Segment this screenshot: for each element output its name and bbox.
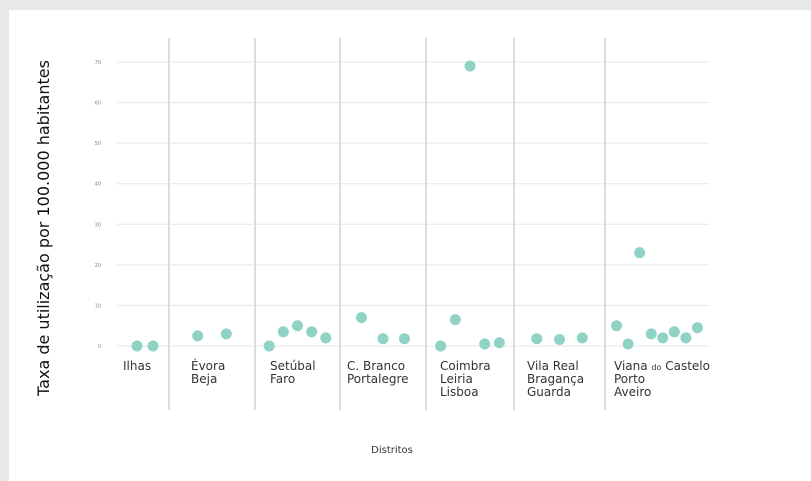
- data-point: [131, 340, 143, 352]
- data-point: [435, 340, 447, 352]
- x-category-label: C. Branco: [347, 359, 405, 373]
- y-tick-label: 50: [95, 141, 101, 147]
- gridlines: [117, 61, 709, 347]
- data-point: [634, 247, 646, 259]
- data-point: [277, 326, 289, 338]
- data-point: [668, 326, 680, 338]
- x-category-label: Coimbra: [440, 359, 491, 373]
- data-point: [399, 333, 410, 345]
- y-axis-title: Taxa de utilização por 100.000 habitante…: [34, 60, 53, 397]
- data-point: [531, 333, 543, 345]
- y-tick-label: 20: [95, 263, 101, 269]
- y-tick-label: 0: [98, 344, 101, 350]
- chart-panel: 0 10 20 30 40 50 60 70 Ilhas Évora Beja Setúbal Far…: [9, 10, 811, 481]
- x-category-label: Ilhas: [123, 359, 151, 373]
- x-category-label: Évora: [191, 358, 225, 373]
- x-category-label: Portalegre: [347, 372, 409, 386]
- x-category-label: Viana do Castelo: [614, 359, 710, 373]
- data-point: [306, 326, 318, 338]
- data-point: [449, 314, 461, 326]
- data-point: [320, 332, 332, 344]
- data-point: [263, 340, 275, 352]
- x-category-label: Aveiro: [614, 385, 651, 399]
- x-category-label: Leiria: [440, 372, 473, 386]
- data-points: [131, 60, 703, 352]
- y-tick-label: 60: [95, 101, 101, 107]
- x-category-label: Beja: [191, 372, 217, 386]
- y-tick-label: 70: [95, 60, 101, 66]
- data-point: [554, 334, 565, 346]
- data-point: [622, 338, 634, 350]
- data-point: [680, 332, 692, 344]
- data-point: [493, 337, 505, 349]
- y-axis-ticks: 0 10 20 30 40 50 60 70: [95, 60, 101, 350]
- x-category-label: Porto: [614, 372, 645, 386]
- data-point: [147, 340, 159, 352]
- data-point: [657, 332, 669, 344]
- y-tick-label: 40: [95, 182, 101, 188]
- data-point: [576, 332, 588, 344]
- x-axis-title: Distritos: [371, 445, 413, 456]
- data-point: [292, 320, 303, 332]
- data-point: [464, 60, 476, 72]
- x-category-label: Faro: [270, 372, 295, 386]
- x-category-label: Vila Real: [527, 359, 579, 373]
- x-category-label: Lisboa: [440, 385, 479, 399]
- data-point: [691, 322, 703, 334]
- x-category-label: Guarda: [527, 385, 571, 399]
- data-point: [479, 338, 491, 350]
- x-category-label: Setúbal: [270, 359, 316, 373]
- y-tick-label: 30: [95, 222, 101, 228]
- group-separators: [168, 38, 606, 410]
- data-point: [356, 312, 367, 324]
- data-point: [377, 333, 389, 345]
- x-category-label: Bragança: [527, 372, 584, 386]
- data-point: [220, 328, 232, 340]
- data-point: [645, 328, 657, 340]
- y-tick-label: 10: [95, 303, 101, 309]
- data-point: [611, 320, 623, 332]
- data-point: [192, 330, 204, 342]
